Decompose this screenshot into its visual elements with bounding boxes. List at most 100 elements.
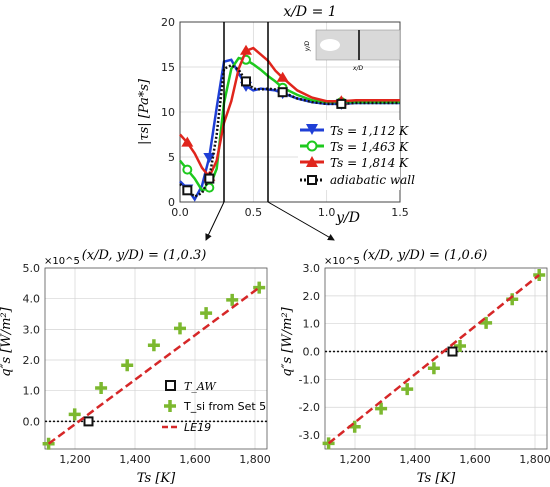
bl-point-marker [200,307,213,320]
callout-arrow-right [267,201,335,241]
bl-tick-labels: 1,200 1,400 1,600 1,800 0.0 1.0 2.0 3.0 4.0 5.0 [23,262,271,466]
legend-marker-triangle-down-icon [306,124,318,135]
br-y-axis-label: q″s [W/m²] [280,306,295,376]
br-y-tick-label: -2.0 [299,401,320,414]
bottom-right-chart: (x/D, y/D) = (1,0.6) 1,200 1,400 1,600 1,80… [280,248,550,486]
domain-inset: x/D y/D [304,29,401,72]
br-tick-labels: 1,200 1,400 1,600 1,800 -3.0 -2.0 -1.0 0.0 1.0 2.… [299,262,550,466]
bl-series-line [47,286,260,445]
bl-legend: T_AW T_si from Set 5 LE19 [162,380,266,434]
bl-point-marker [68,408,81,421]
bl-y-tick-label: 3.0 [23,323,41,336]
inset-jet-hole [320,39,340,51]
bl-y-tick-label: 5.0 [23,262,41,275]
top-chart: x/D = 1 0.0 0.5 1.0 1.5 0 5 10 15 20 |τs| [Pa*s]… [137,4,415,241]
top-chart-title: x/D = 1 [283,4,336,20]
bottom-left-chart: (x/D, y/D) = (1,0.3) 1,200 1,400 1,600 1,80… [0,248,271,486]
bl-y-tick-label: 4.0 [23,293,41,306]
bl-x-tick-label: 1,600 [179,453,211,466]
legend-label-1112: Ts = 1,112 K [330,124,409,138]
top-y-tick-label: 0 [168,196,175,209]
bl-legend-plus-icon [164,400,176,412]
br-x-tick-label: 1,400 [399,453,431,466]
br-y-tick-label: 2.0 [303,290,321,303]
br-y-tick-label: 1.0 [303,318,321,331]
bl-point-marker [226,293,239,306]
inset-y-label: y/D [304,41,311,53]
bl-point-marker [95,381,108,394]
legend-marker-triangle-up-icon [306,156,318,167]
bl-x-tick-label: 1,400 [119,453,151,466]
top-point-marker [181,136,194,147]
inset-x-label: x/D [352,65,364,72]
br-series-line [327,274,540,445]
br-y-tick-label: -1.0 [299,373,320,386]
top-point-marker [240,44,252,55]
bl-y-tick-label: 0.0 [23,415,41,428]
top-point-marker [276,71,289,82]
top-series-group [179,44,400,202]
br-y-tick-label: 3.0 [303,262,321,275]
legend-marker-square-icon [307,175,317,185]
bl-point-marker [147,339,160,352]
br-chart-title: (x/D, y/D) = (1,0.6) [363,248,488,263]
top-x-tick-label: 1.5 [391,206,409,219]
br-x-tick-label: 1,200 [339,453,371,466]
bl-legend-square-icon [165,380,176,391]
br-y-multiplier: ×10^5 [324,256,360,267]
bl-point-marker [253,281,266,294]
legend-label-1463: Ts = 1,463 K [330,140,409,154]
top-x-tick-label: 0.0 [171,206,189,219]
top-plot-frame [179,21,401,203]
top-point-marker [336,98,347,109]
bl-x-tick-label: 1,200 [59,453,91,466]
legend-label-adiabatic: adiabatic wall [330,173,415,187]
br-x-tick-label: 1,600 [459,453,491,466]
top-point-marker [182,185,193,196]
top-x-tick-label: 0.5 [245,206,263,219]
br-point-marker [375,402,388,415]
top-x-axis-label: y/D [335,210,360,226]
bl-legend-label-taw: T_AW [184,380,217,393]
bl-chart-title: (x/D, y/D) = (1,0.3) [82,248,207,263]
top-point-marker [277,87,288,98]
top-y-axis-label: |τs| [Pa*s] [137,78,152,145]
bl-legend-label-le19: LE19 [184,421,211,434]
br-plot-frame [324,267,548,450]
callout-arrow-left [205,201,225,241]
bl-x-tick-label: 1,800 [239,453,271,466]
bl-plot-frame [44,267,268,450]
bl-point-marker [121,359,134,372]
top-point-marker [203,153,216,163]
br-y-tick-label: -3.0 [299,429,320,442]
top-tick-labels: 0.0 0.5 1.0 1.5 0 5 10 15 20 [161,16,409,219]
top-y-tick-label: 10 [161,106,175,119]
br-series-group [322,268,547,450]
bl-y-multiplier: ×10^5 [44,256,80,267]
legend-marker-circle-icon [306,140,318,152]
bl-point-marker [174,322,186,335]
top-legend: Ts = 1,112 K Ts = 1,463 K Ts = 1,814 K a… [298,120,415,190]
br-point-marker [322,437,335,450]
br-point-marker [427,362,440,375]
bl-point-marker [83,416,94,427]
br-x-axis-label: Ts [K] [417,471,456,486]
top-y-tick-label: 5 [168,151,175,164]
legend-label-1814: Ts = 1,814 K [330,156,409,170]
bl-y-axis-label: q″s [W/m²] [0,306,14,376]
br-x-tick-label: 1,800 [519,453,550,466]
br-point-marker [480,316,493,329]
top-point-marker [204,173,215,184]
br-point-marker [454,339,466,352]
br-y-tick-label: 0.0 [303,346,321,359]
top-point-marker [241,76,251,87]
bl-y-tick-label: 2.0 [23,354,41,367]
br-point-marker [533,268,546,281]
bl-x-axis-label: Ts [K] [137,471,176,486]
top-x-tick-label: 1.0 [318,206,336,219]
bl-series-group [42,281,267,450]
top-y-tick-label: 20 [161,16,175,29]
top-point-marker [182,164,193,175]
bl-legend-label-tsi: T_si from Set 5 [183,400,266,413]
